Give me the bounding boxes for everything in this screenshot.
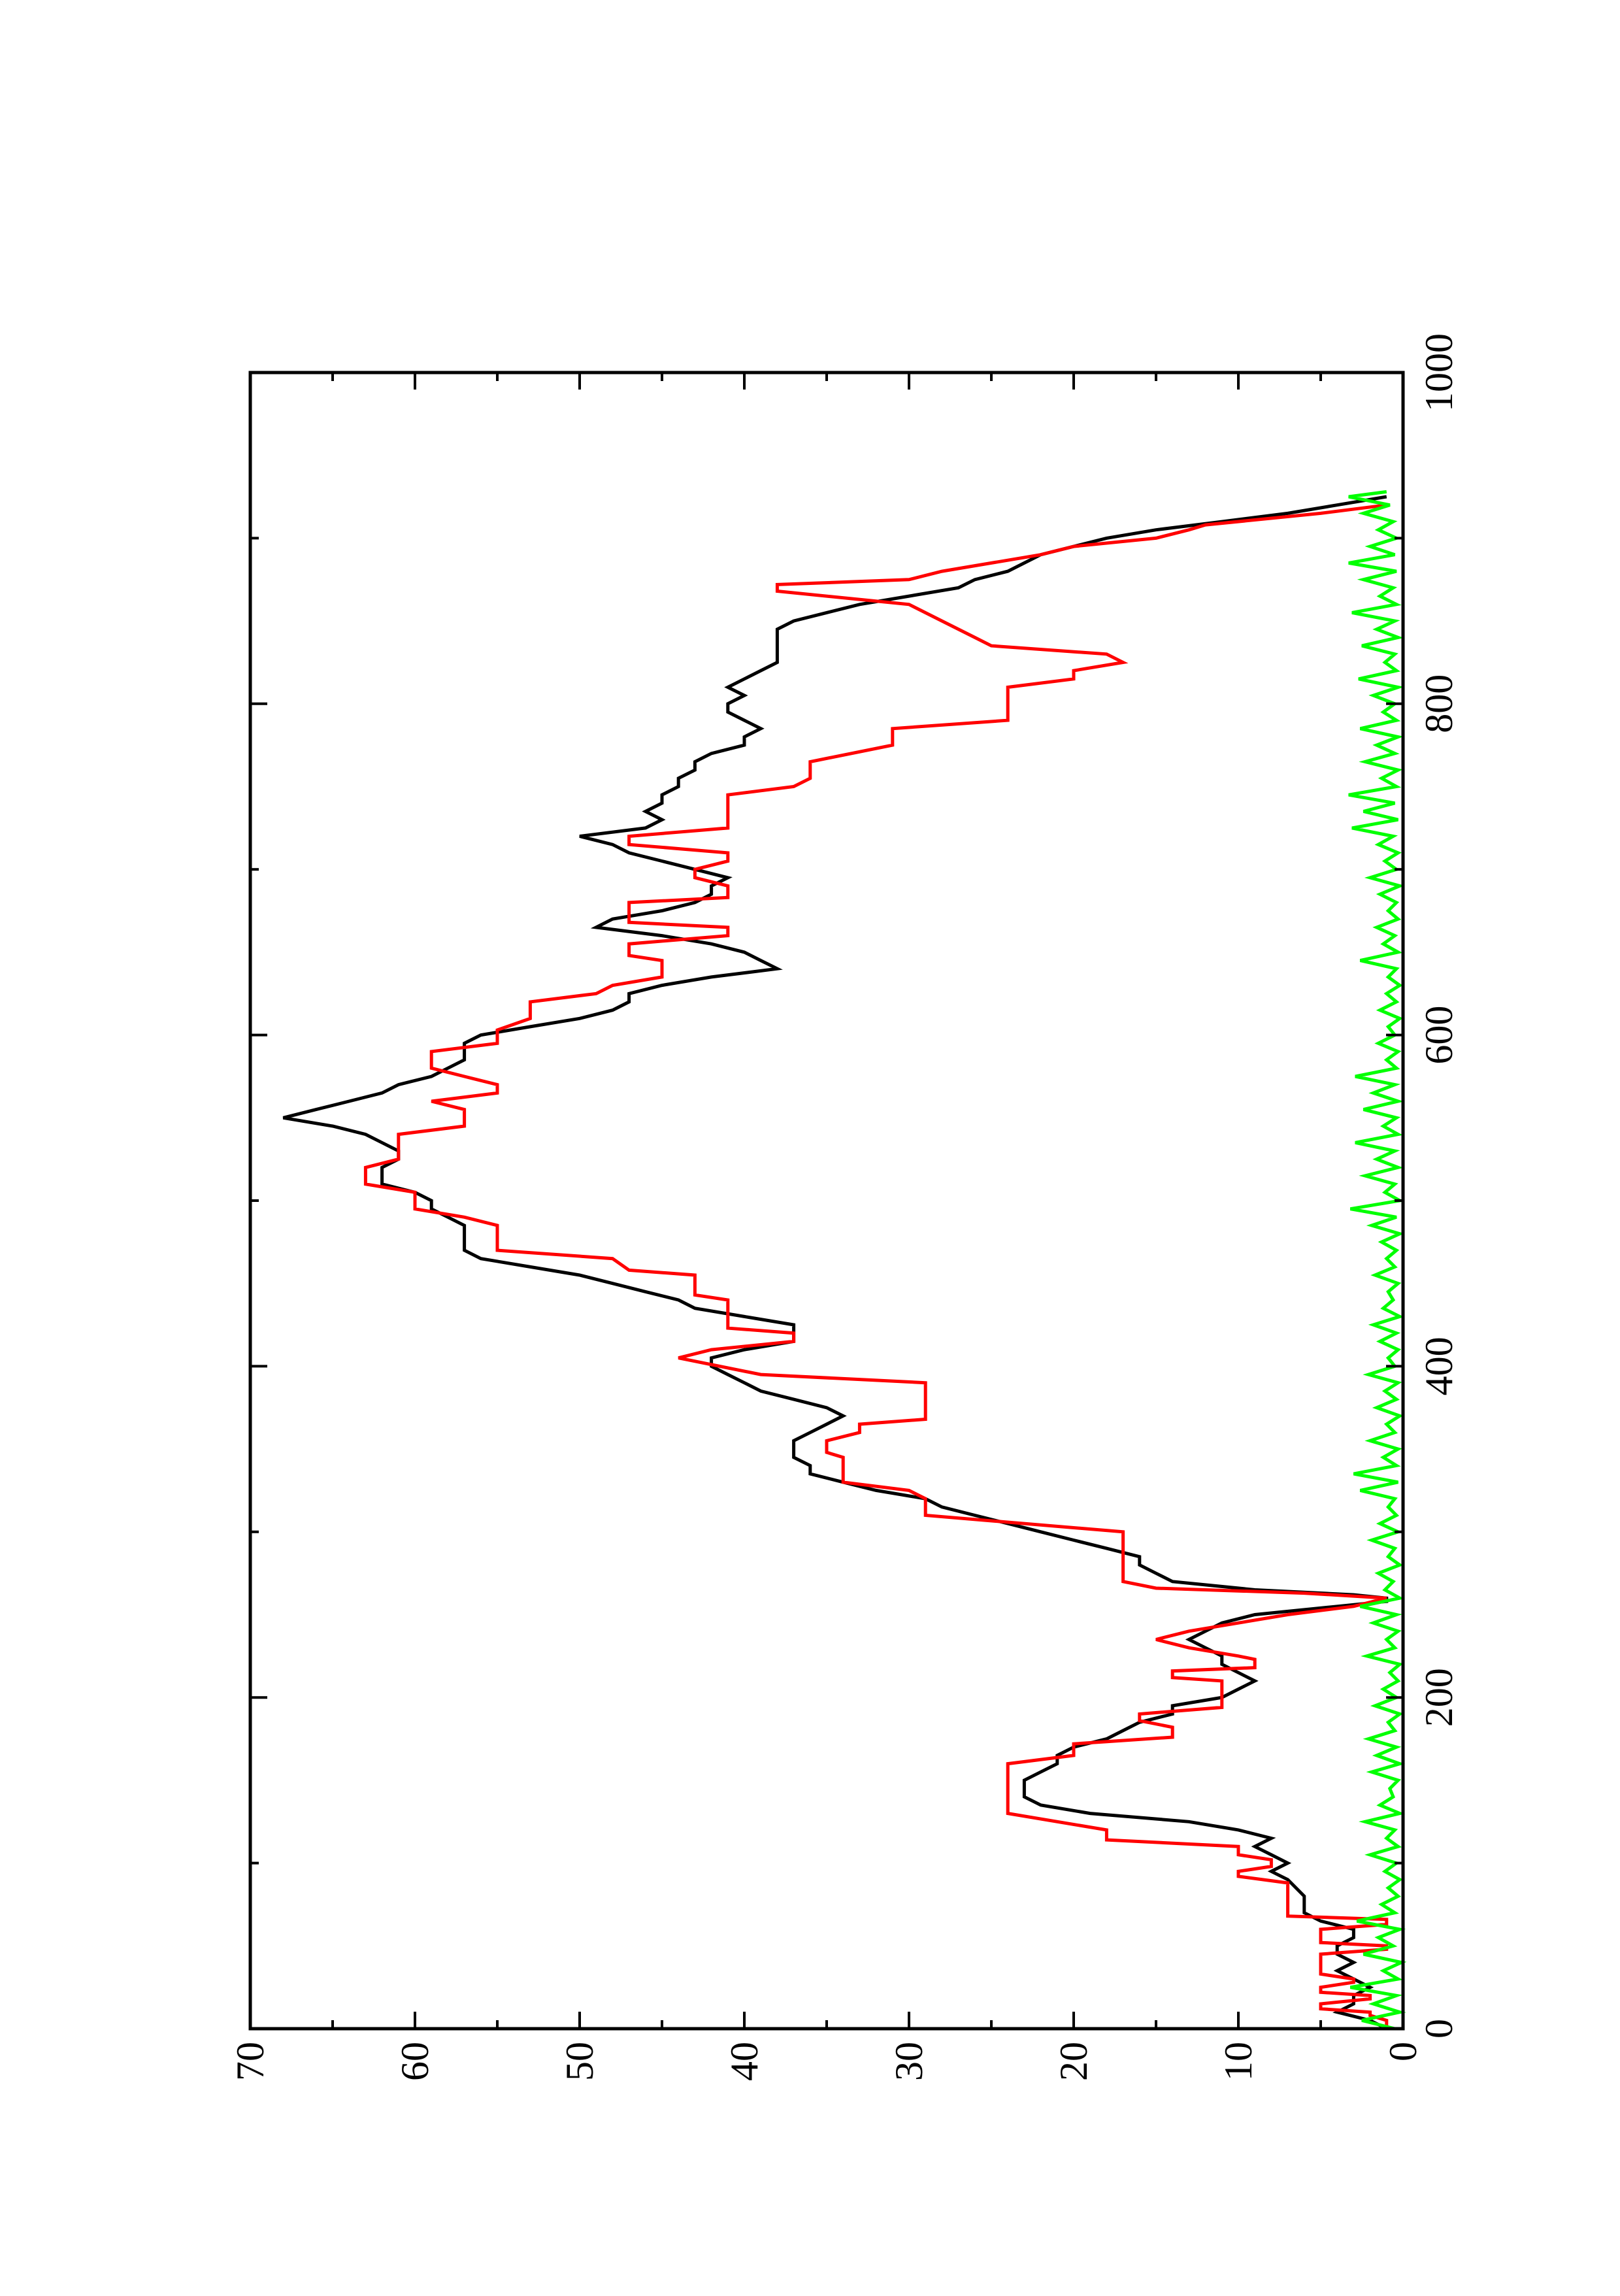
series-line-1 <box>282 495 1389 2031</box>
x-tick-label: 0 <box>1417 2019 1461 2038</box>
y-tick-label: 10 <box>1217 2042 1260 2081</box>
tick-label-layer: 0 200 400 600 800 1000 0 10 20 30 40 50 60 70 <box>229 333 1461 2081</box>
x-tick-label: 600 <box>1417 1006 1461 1065</box>
y-tick-label: 20 <box>1052 2042 1095 2081</box>
x-tick-label: 1000 <box>1417 333 1461 412</box>
y-tick-label: 0 <box>1381 2042 1425 2061</box>
plot-layer <box>282 490 1407 2031</box>
x-tick-label: 400 <box>1417 1337 1461 1395</box>
x-tick-label: 800 <box>1417 674 1461 733</box>
y-tick-label: 70 <box>229 2042 272 2081</box>
tick-layer <box>249 371 1404 2030</box>
x-tick-label: 200 <box>1417 1668 1461 1727</box>
y-tick-label: 60 <box>393 2042 437 2081</box>
series-line-3 <box>1348 490 1407 2031</box>
plot-frame <box>248 371 1405 2031</box>
y-tick-label: 50 <box>558 2042 601 2081</box>
y-tick-label: 40 <box>723 2042 766 2081</box>
series-line-2 <box>363 503 1389 2029</box>
y-tick-label: 30 <box>887 2042 931 2081</box>
